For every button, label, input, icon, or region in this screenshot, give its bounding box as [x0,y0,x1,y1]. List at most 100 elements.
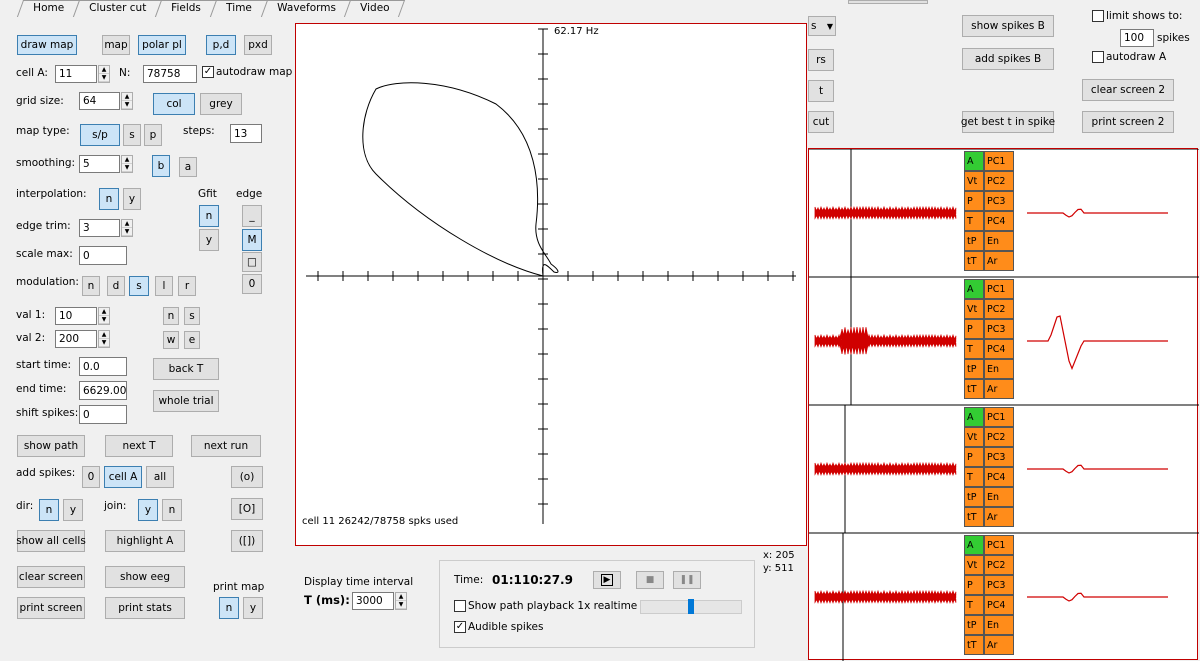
show-path-playback-checkbox[interactable]: Show path playback 1x realtime [454,600,637,612]
pc-cell-label[interactable]: T [964,211,984,231]
pc-cell-value[interactable]: PC3 [984,191,1014,211]
pd-button[interactable]: p,d [206,35,236,55]
pc-cell-label[interactable]: Vt [964,427,984,447]
val2-spinner[interactable]: ▲ ▼ [98,330,110,348]
modulation-n-button[interactable]: n [82,276,100,296]
pc-cell-value[interactable]: Ar [984,379,1014,399]
modulation-l-button[interactable]: l [155,276,173,296]
pc-cell-value[interactable]: PC4 [984,467,1014,487]
map-button[interactable]: map [102,35,130,55]
draw-map-button[interactable]: draw map [17,35,77,55]
pc-cell-label[interactable]: T [964,339,984,359]
start-time-input[interactable]: 0.0 [79,357,127,376]
grey-button[interactable]: grey [200,93,242,115]
cell-a-input[interactable]: 11 [55,65,97,83]
cell-a-spinner[interactable]: ▲ ▼ [98,65,110,83]
show-path-button[interactable]: show path [17,435,85,457]
whole-trial-button[interactable]: whole trial [153,390,219,412]
edge-m-button[interactable]: M [242,229,262,251]
map-type-s-button[interactable]: s [123,124,141,146]
add-spikes-cell-a-button[interactable]: cell A [104,466,142,488]
pc-cell-label[interactable]: A [964,151,984,171]
pc-cell-label[interactable]: Vt [964,555,984,575]
tab-cluster-cut[interactable]: Cluster cut [72,0,163,17]
pc-cell-label[interactable]: tT [964,251,984,271]
dir-y-button[interactable]: y [63,499,83,521]
pc-cell-label[interactable]: tP [964,487,984,507]
pc-cell-value[interactable]: Ar [984,507,1014,527]
limit-input[interactable]: 100 [1120,29,1154,47]
pc-cell-value[interactable]: PC1 [984,535,1014,555]
interpolation-y-button[interactable]: y [123,188,141,210]
pc-cell-value[interactable]: En [984,615,1014,635]
val1-spinner[interactable]: ▲ ▼ [98,307,110,325]
pc-cell-label[interactable]: tT [964,635,984,655]
show-all-cells-button[interactable]: show all cells [16,530,86,552]
edge-dash-button[interactable]: _ [242,205,262,227]
dir-n-button[interactable]: n [39,499,59,521]
tab-home[interactable]: Home [16,0,81,17]
modulation-r-button[interactable]: r [178,276,196,296]
truncated-t-button[interactable]: t [808,80,834,102]
modulation-d-button[interactable]: d [107,276,125,296]
edge-trim-input[interactable]: 3 [79,219,120,237]
pc-cell-value[interactable]: Ar [984,251,1014,271]
pc-cell-label[interactable]: P [964,447,984,467]
tab-time[interactable]: Time [209,0,268,17]
end-time-input[interactable]: 6629.00 [79,381,127,400]
join-y-button[interactable]: y [138,499,158,521]
map-type-p-button[interactable]: p [144,124,162,146]
print-map-y-button[interactable]: y [243,597,263,619]
next-run-button[interactable]: next run [191,435,261,457]
pc-cell-label[interactable]: Vt [964,299,984,319]
pc-cell-value[interactable]: PC3 [984,319,1014,339]
pc-cell-label[interactable]: A [964,407,984,427]
pc-cell-label[interactable]: P [964,319,984,339]
pc-cell-value[interactable]: PC4 [984,339,1014,359]
clear-screen-button[interactable]: clear screen [17,566,85,588]
pause-button[interactable]: ■ [636,571,664,589]
pc-cell-value[interactable]: Ar [984,635,1014,655]
shift-spikes-input[interactable]: 0 [79,405,127,424]
modulation-s-button[interactable]: s [129,276,149,296]
tab-fields[interactable]: Fields [155,0,217,17]
gfit-y-button[interactable]: y [199,229,219,251]
ns-n-button[interactable]: n [163,307,179,325]
pc-cell-value[interactable]: PC4 [984,595,1014,615]
edge-circle-button[interactable]: 0 [242,274,262,294]
print-map-n-button[interactable]: n [219,597,239,619]
show-spikes-b-button[interactable]: show spikes B [962,15,1054,37]
t-ms-input[interactable]: 3000 [352,592,394,610]
pc-cell-value[interactable]: PC3 [984,575,1014,595]
col-button[interactable]: col [153,93,195,115]
pc-cell-value[interactable]: PC2 [984,427,1014,447]
slider-thumb[interactable] [688,599,694,614]
highlight-a-button[interactable]: highlight A [105,530,185,552]
audible-spikes-checkbox[interactable]: ✓ Audible spikes [454,621,544,633]
smoothing-b-button[interactable]: b [152,155,170,177]
pc-cell-label[interactable]: Vt [964,171,984,191]
clear-screen-2-button[interactable]: clear screen 2 [1082,79,1174,101]
smoothing-a-button[interactable]: a [179,157,197,177]
truncated-dropdown[interactable]: s ▼ [808,16,836,36]
ns-s-button[interactable]: s [184,307,200,325]
gfit-n-button[interactable]: n [199,205,219,227]
pc-cell-value[interactable]: PC1 [984,407,1014,427]
pc-cell-value[interactable]: En [984,487,1014,507]
edge-square-button[interactable]: □ [242,252,262,272]
pc-cell-label[interactable]: tP [964,615,984,635]
val2-input[interactable]: 200 [55,330,97,348]
pc-cell-value[interactable]: PC2 [984,555,1014,575]
truncated-cut-button[interactable]: cut [808,111,834,133]
pc-cell-value[interactable]: PC4 [984,211,1014,231]
print-screen-button[interactable]: print screen [17,597,85,619]
pc-cell-label[interactable]: tP [964,359,984,379]
pxd-button[interactable]: pxd [244,35,272,55]
we-e-button[interactable]: e [184,331,200,349]
val1-input[interactable]: 10 [55,307,97,325]
pc-cell-value[interactable]: PC1 [984,151,1014,171]
grid-size-spinner[interactable]: ▲ ▼ [121,92,133,110]
pc-cell-label[interactable]: tT [964,379,984,399]
truncated-rs-button[interactable]: rs [808,49,834,71]
print-screen-2-button[interactable]: print screen 2 [1082,111,1174,133]
